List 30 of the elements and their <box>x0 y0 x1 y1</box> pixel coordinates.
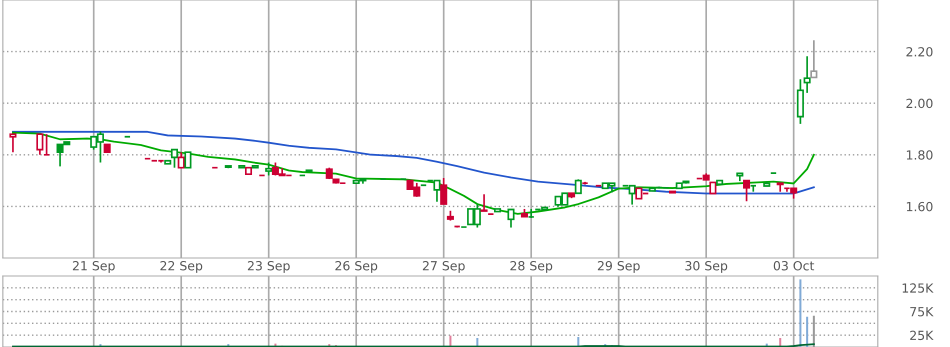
candlestick <box>265 162 272 176</box>
x-tick-label: 21 Sep <box>72 260 115 273</box>
x-tick-label: 28 Sep <box>510 260 552 273</box>
y-tick-label: 1.60 <box>906 202 933 212</box>
bar <box>806 316 808 347</box>
x-tick-label: 22 Sep <box>160 260 202 273</box>
y-tick-label: 25K <box>910 330 934 340</box>
line-series <box>12 130 815 194</box>
x-tick-label: 03 Oct <box>774 260 814 270</box>
candlestick <box>43 133 50 156</box>
candlestick <box>574 178 582 194</box>
candlestick <box>9 133 16 154</box>
x-tick-label: 30 Sep <box>685 260 728 273</box>
y-tick-label: 2.00 <box>906 98 933 108</box>
bar <box>799 279 802 347</box>
y-tick-label: 125K <box>902 283 934 293</box>
x-tick-label: 29 Sep <box>598 260 640 273</box>
candlestick <box>507 208 515 228</box>
candlestick <box>743 180 750 202</box>
y-tick-label: 1.80 <box>906 150 933 160</box>
candlestick <box>528 208 535 219</box>
candlestick <box>440 177 448 205</box>
candlestick <box>36 133 44 156</box>
candlestick <box>446 210 454 222</box>
y-tick-label: 75K <box>910 307 934 316</box>
x-tick-label: 27 Sep <box>422 260 465 273</box>
x-tick-label: 23 Sep <box>248 260 290 273</box>
y-tick-label: 2.20 <box>906 47 933 57</box>
x-tick-label: 26 Sep <box>335 260 378 273</box>
candlestick <box>480 193 488 212</box>
